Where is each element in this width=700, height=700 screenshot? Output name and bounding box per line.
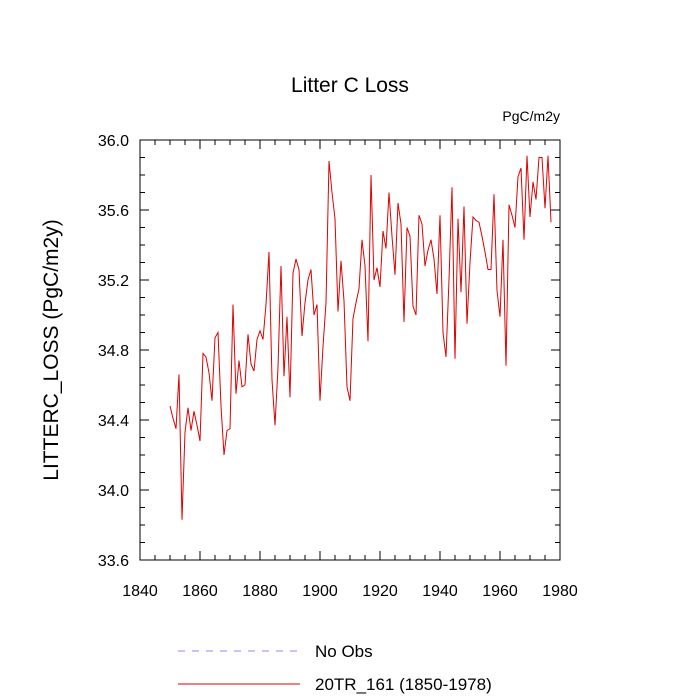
series-group: [169, 155, 552, 520]
x-tick-label: 1920: [362, 583, 398, 600]
x-tick-label: 1840: [122, 583, 158, 600]
x-tick-label: 1860: [182, 583, 218, 600]
x-tick-label: 1900: [302, 583, 338, 600]
x-tick-label: 1960: [482, 583, 518, 600]
axis-ticks: [139, 139, 561, 561]
y-axis-tick-labels: 33.6 34.0 34.4 34.8 35.2 35.6 36.0: [98, 133, 129, 570]
y-tick-label: 35.6: [98, 203, 129, 220]
legend-label-20tr-161: 20TR_161 (1850-1978): [315, 675, 492, 694]
y-tick-label: 36.0: [98, 133, 129, 150]
y-tick-label: 34.8: [98, 343, 129, 360]
y-tick-label: 33.6: [98, 553, 129, 570]
x-tick-label: 1940: [422, 583, 458, 600]
plot-frame: [139, 139, 561, 561]
x-tick-label: 1980: [542, 583, 578, 600]
legend-label-no-obs: No Obs: [315, 642, 373, 661]
units-label: PgC/m2y: [502, 108, 560, 124]
y-tick-label: 34.0: [98, 483, 129, 500]
series-line: [169, 155, 552, 520]
legend: No Obs 20TR_161 (1850-1978): [178, 642, 492, 694]
chart-title: Litter C Loss: [291, 74, 409, 97]
y-axis-label: LITTERC_LOSS (PgC/m2y): [40, 219, 63, 480]
y-tick-label: 35.2: [98, 273, 129, 290]
x-axis-tick-labels: 1840 1860 1880 1900 1920 1940 1960 1980: [122, 583, 578, 600]
y-tick-label: 34.4: [98, 413, 129, 430]
x-tick-label: 1880: [242, 583, 278, 600]
